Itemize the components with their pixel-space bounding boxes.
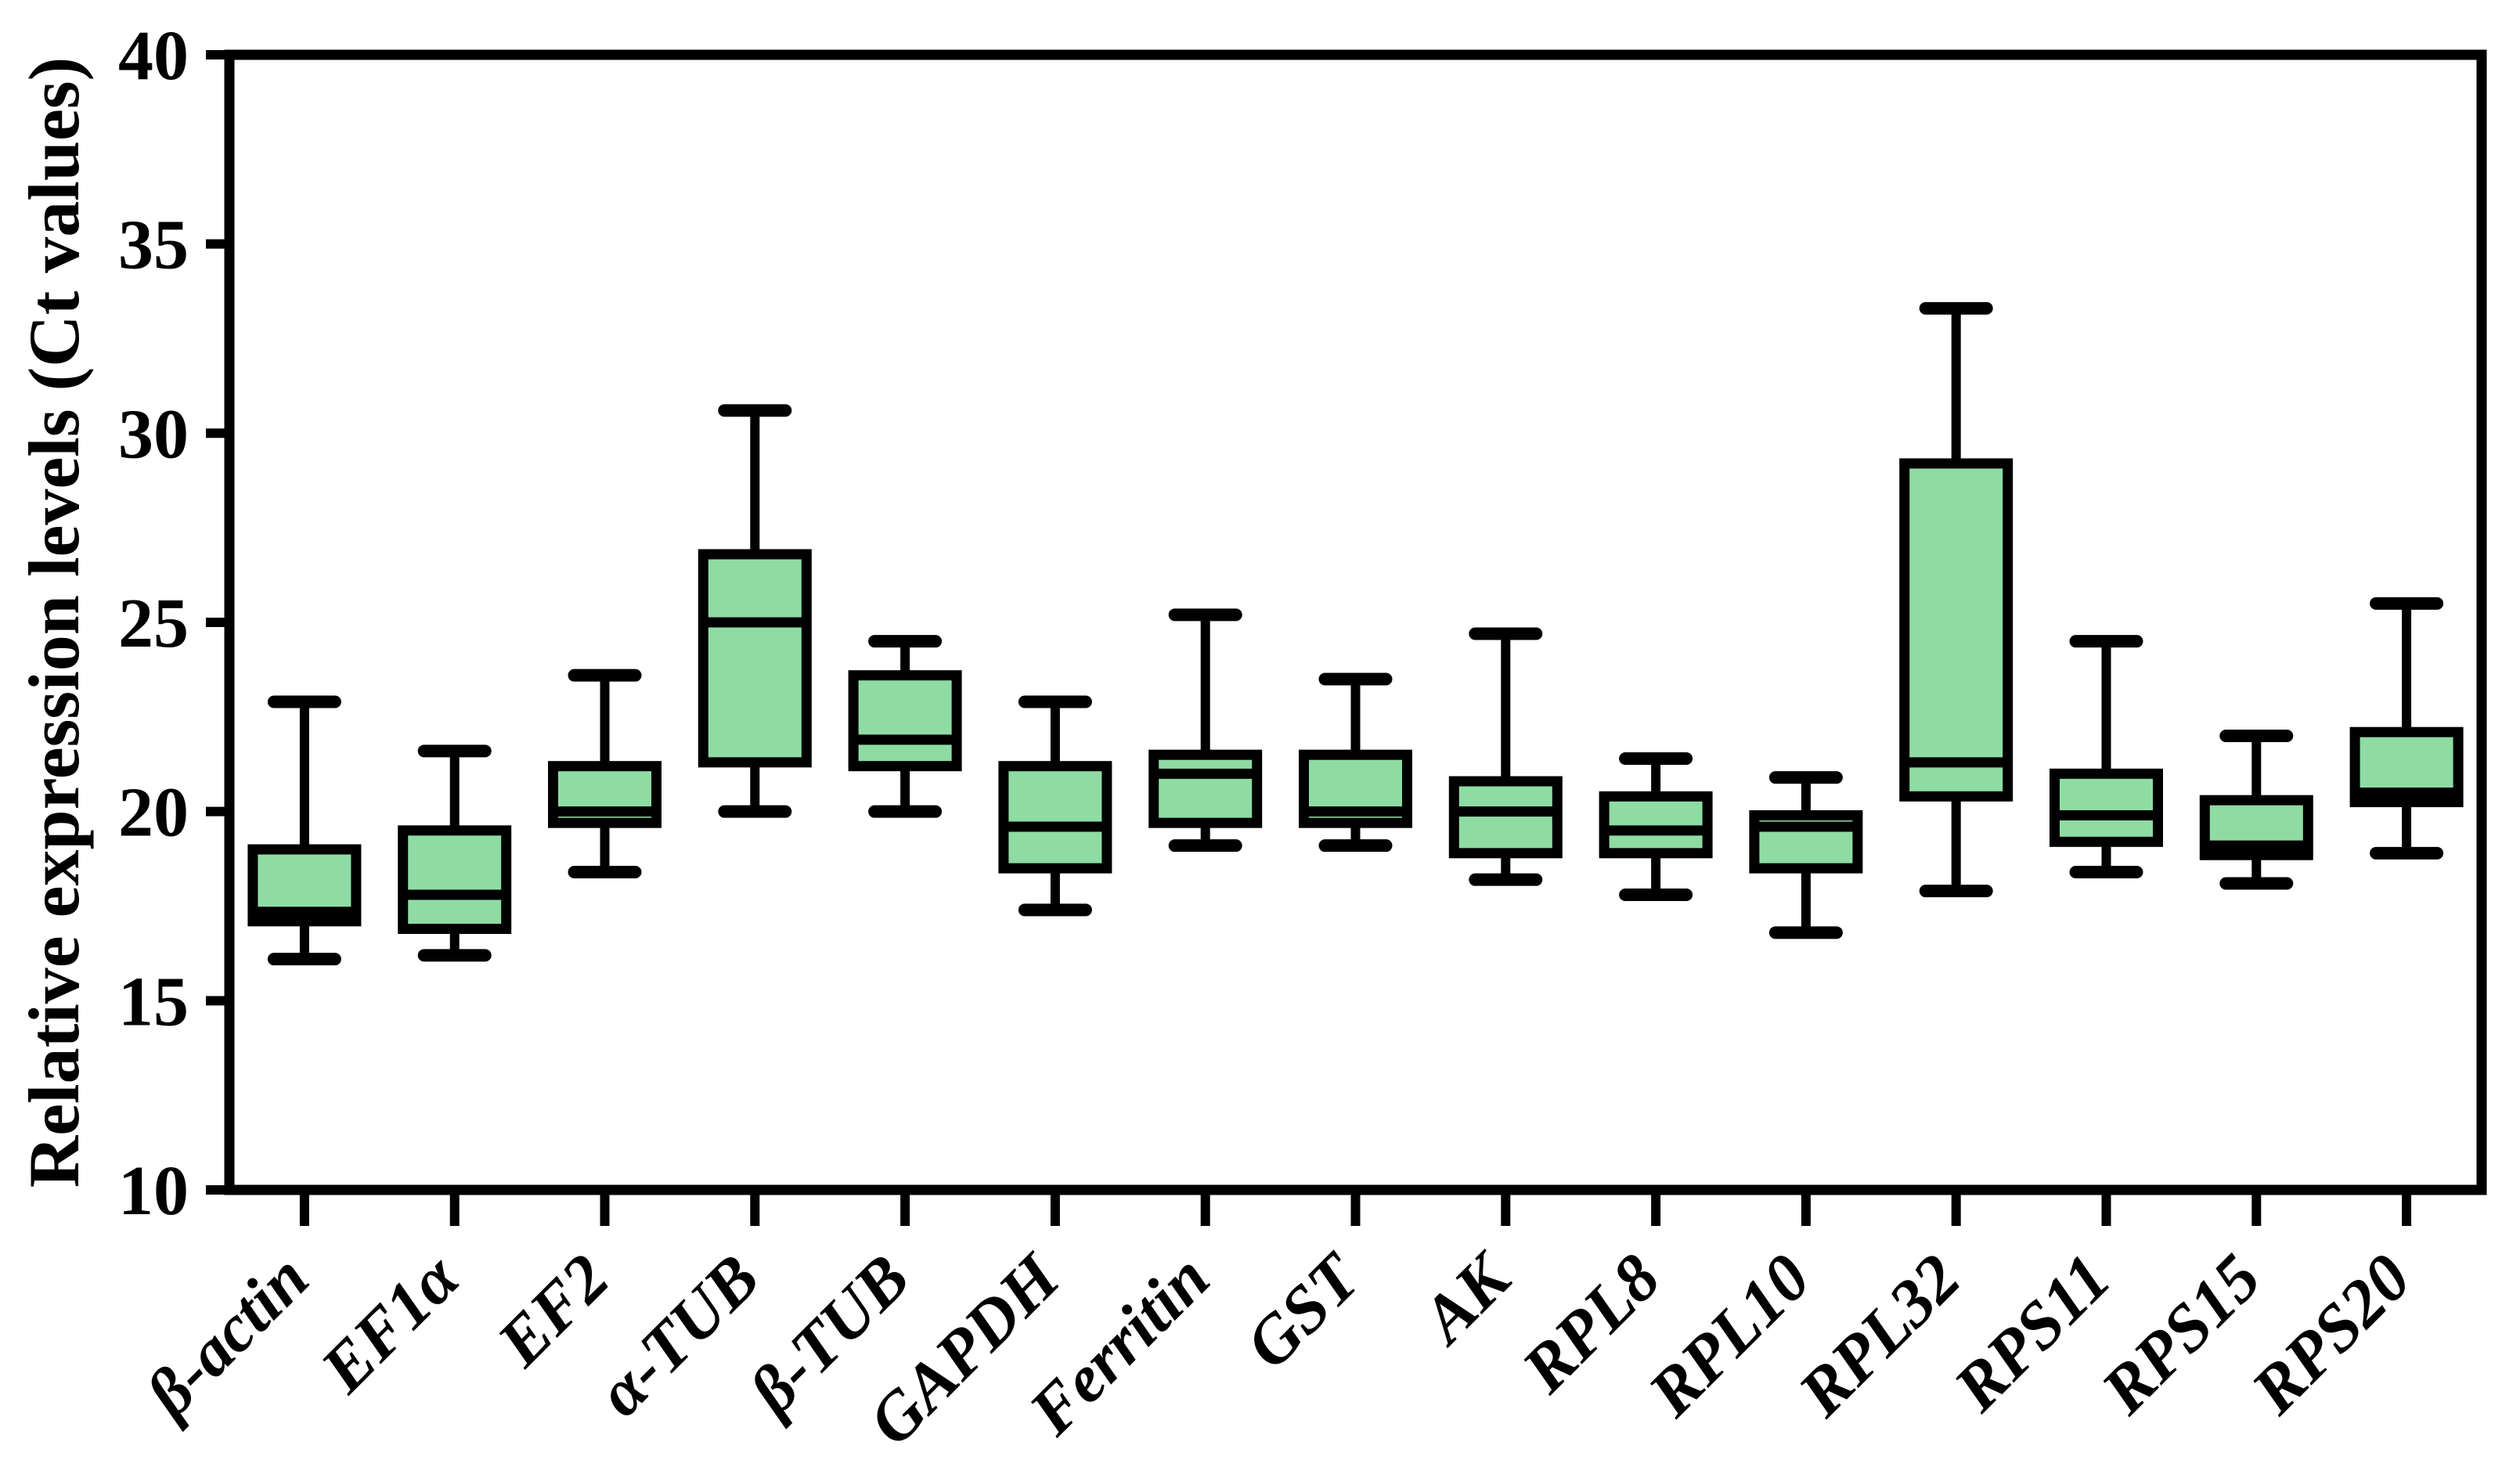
iqr-box: [998, 761, 1112, 874]
x-category-label: β-actin: [130, 1240, 323, 1433]
iqr-box: [1148, 749, 1263, 828]
y-axis-title: Relative expression levels (Ct values): [14, 57, 94, 1188]
y-tick-label: 20: [118, 774, 189, 852]
box-β-TUB: [848, 635, 962, 818]
plot-frame: [224, 49, 2487, 1195]
box-Ferritin: [1148, 608, 1263, 853]
box-α-TUB: [698, 404, 812, 818]
box-GST: [1299, 672, 1412, 853]
iqr-box: [1448, 776, 1563, 859]
box-GAPDH: [998, 695, 1112, 917]
iqr-box: [1899, 458, 2013, 802]
x-category-label: AK: [1404, 1237, 1527, 1360]
box-EF2: [548, 669, 662, 878]
iqr-box: [1599, 791, 1713, 859]
iqr-box: [848, 670, 962, 772]
iqr-box: [2050, 768, 2163, 847]
box-RPS11: [2050, 635, 2163, 878]
box-RPL8: [1599, 752, 1713, 901]
box-RPL32: [1899, 301, 2013, 898]
y-tick-label: 10: [118, 1152, 189, 1230]
iqr-box: [698, 549, 812, 768]
box-β-actin: [247, 695, 362, 966]
box-EF1α: [398, 744, 512, 962]
box-AK: [1448, 627, 1563, 886]
x-category-label: RPS15: [2086, 1240, 2275, 1429]
x-category-label: EF1α: [305, 1239, 474, 1408]
box-RPS20: [2349, 597, 2464, 860]
box-RPL10: [1749, 771, 1863, 939]
x-category-label: RPS20: [2237, 1240, 2425, 1429]
x-category-label: RPL32: [1783, 1240, 1974, 1431]
iqr-box: [398, 825, 512, 935]
x-category-label: RPS11: [1938, 1240, 2125, 1426]
y-tick-label: 35: [118, 207, 189, 284]
x-category-label: GST: [1231, 1238, 1375, 1382]
x-category-label: RPL10: [1633, 1240, 1824, 1431]
y-tick-label: 40: [118, 17, 189, 95]
x-category-label: α-TUB: [582, 1240, 773, 1430]
box-RPS15: [2199, 730, 2313, 890]
y-tick-label: 30: [118, 395, 189, 473]
y-tick-label: 25: [118, 585, 189, 662]
y-tick-label: 15: [118, 963, 189, 1040]
